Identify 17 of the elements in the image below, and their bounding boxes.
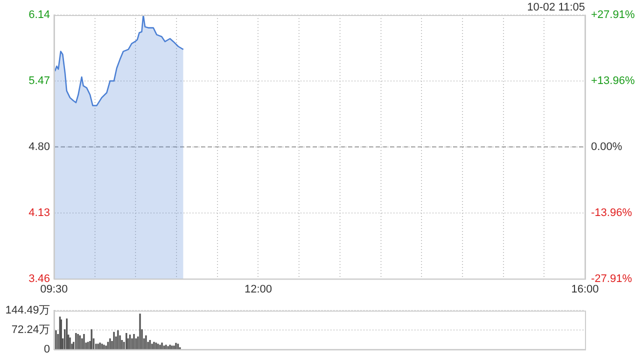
y2-tick-label: 0.00% (591, 140, 622, 153)
y2-tick-label: +13.96% (591, 74, 635, 87)
y-tick-label: 4.13 (28, 206, 50, 219)
y2-tick-label: -13.96% (591, 206, 632, 219)
y2-tick-label: +27.91% (591, 9, 635, 22)
y-tick-label: 5.47 (28, 74, 50, 87)
text: 10-02 11:05 (527, 2, 585, 14)
y-tick-label: 3.46 (28, 272, 50, 285)
y-tick-label: 6.14 (28, 9, 50, 22)
x-tick-label: 09:30 (40, 283, 68, 296)
y-tick-label: 4.80 (28, 140, 50, 153)
x-tick-label: 12:00 (244, 283, 272, 296)
y-tick-label: 72.24万 (11, 324, 50, 336)
y-tick-label: 0 (44, 343, 50, 356)
x-tick-label: 16:00 (571, 283, 599, 296)
y2-tick-label: -27.91% (591, 272, 632, 285)
y-tick-label: 144.49万 (5, 304, 50, 317)
